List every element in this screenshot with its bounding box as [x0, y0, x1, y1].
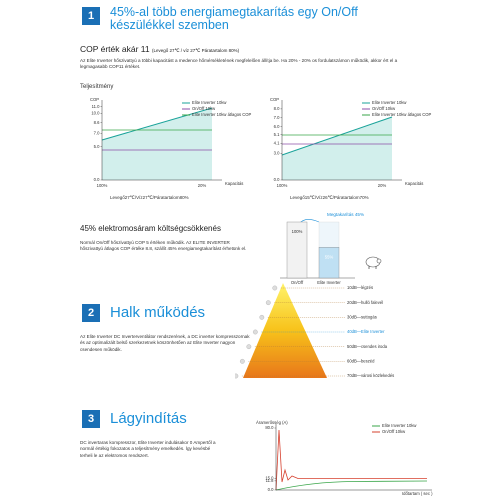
- y-tick-label: 3.0: [274, 150, 280, 155]
- elite-line: [281, 116, 393, 156]
- annotation: Megtakarítás 45%: [327, 212, 364, 217]
- level-label: 30dB—suttogás: [347, 314, 377, 319]
- section-title: 45%-al több energiamegtakarítás egy On/O…: [110, 5, 358, 32]
- cop-condition: (Levegő 27℃ / víz 27℃ Páratartalom 80%): [151, 48, 240, 53]
- performance-label: Teljesítmény: [80, 84, 114, 90]
- legend-label: On/Off 10kw: [382, 429, 406, 434]
- y-tick-label: 8.6: [94, 120, 100, 125]
- y-tick-label: 0.0: [94, 177, 100, 182]
- legend-label: On/Off 10kw: [372, 106, 396, 111]
- bar-faded: [318, 221, 340, 248]
- level-label: 20dB—hulló falevél: [347, 300, 383, 305]
- y-tick-label: 5.1: [274, 132, 280, 137]
- legend-label: Elite Inverter 10kw átlagos COP: [372, 112, 432, 117]
- y-tick-label: 7.0: [94, 130, 100, 135]
- caption: Levegő15℃/Víz26℃/Páratartalom70%: [290, 195, 369, 200]
- savings-chart: Megtakarítás 45% 100% On/Off 55% Elite Inve…: [280, 212, 382, 285]
- y-tick-label: 5.0: [94, 144, 100, 149]
- area: [282, 117, 392, 180]
- y-tick-label: 7.0: [274, 115, 280, 120]
- level-icon: [265, 300, 271, 306]
- y-tick-label: 11.8: [266, 478, 275, 483]
- y-tick-label: 0.0: [268, 487, 274, 492]
- savings-heading: 45% elektromosáram költségcsökkenés: [80, 224, 221, 233]
- x-start: 100%: [97, 183, 108, 188]
- paragraph: DC invertaras kompresszor, Elite Inverte…: [80, 440, 216, 458]
- bar-value-label: 100%: [292, 229, 303, 234]
- bar-value-label: 55%: [325, 254, 334, 259]
- paragraph: Az Elite Inverter DC Inverterventilátor …: [80, 334, 250, 352]
- legend-label: Elite Inverter 10kw: [382, 423, 417, 428]
- paragraph: Normál On/Off hőszivattyú COP 5 értéken …: [80, 240, 247, 252]
- level-icon: [252, 329, 258, 335]
- y-tick-label: 8.0: [274, 106, 280, 111]
- level-icon: [240, 358, 245, 364]
- section-number: 3: [82, 410, 100, 428]
- section-number: 1: [82, 7, 100, 25]
- bar-label: Elite Inverter: [317, 280, 341, 285]
- y-tick-label: 0.0: [274, 177, 280, 182]
- elite-line: [101, 107, 213, 141]
- onoff-curve: [275, 429, 427, 491]
- y-label: Áramerősség (A): [256, 420, 288, 425]
- pyramid: [243, 283, 327, 378]
- x-label: Kapacitás: [225, 181, 243, 186]
- y-label: COP: [90, 97, 99, 102]
- section-number: 2: [82, 304, 100, 322]
- level-label: 60dB—beszéd: [347, 358, 375, 363]
- paragraph: Az Elite Inverter hőszivattyú a többi ka…: [80, 58, 398, 70]
- cop-chart-right: COP 100% 20% Kapacitás 8.0 7.0 6.0 5.1 4.1 3.…: [270, 97, 432, 188]
- y-tick-label: 80.0: [265, 425, 274, 430]
- level-label: 70dB—városi közlekedés: [347, 373, 394, 378]
- level-icon: [235, 373, 239, 379]
- x-label: Kapacitás: [405, 181, 423, 186]
- cop-chart-left: COP 100% 20% Kapacitás 11.010.0 8.6 7.0 5.0…: [90, 97, 252, 188]
- level-icon: [272, 285, 278, 291]
- y-tick-label: 15.0: [265, 475, 274, 480]
- legend-label: Elite Inverter 10kw átlagos COP: [192, 112, 252, 117]
- x-start: 100%: [277, 183, 288, 188]
- section-title: Lágyindítás: [110, 410, 187, 427]
- elite-curve: [275, 480, 428, 491]
- legend-label: Elite Inverter 10kw: [372, 100, 407, 105]
- y-tick-label: 10.0: [91, 110, 100, 115]
- y-tick-label: 4.1: [274, 141, 280, 146]
- level-label: 50dB—csendes iroda: [347, 344, 388, 349]
- x-end: 20%: [198, 183, 207, 188]
- y-tick-label: 6.0: [274, 124, 280, 129]
- section-title: Halk működés: [110, 304, 206, 321]
- bar-label: On/Off: [291, 280, 304, 285]
- x-end: 20%: [378, 183, 387, 188]
- level-label: 40dB—Elite Inverter: [347, 329, 385, 334]
- legend-label: On/Off 10kw: [192, 106, 216, 111]
- caption: Levegő27℃/Víz27℃/Páratartalom80%: [110, 195, 189, 200]
- cop-heading: COP érték akár 11 (Levegő 27℃ / víz 27℃ …: [80, 44, 239, 54]
- level-icon: [246, 344, 252, 350]
- bar: [286, 221, 308, 279]
- noise-pyramid: 10dB—légzés 20dB—hulló falevél 30dB—suttog…: [235, 283, 394, 379]
- bar: [318, 247, 340, 279]
- current-chart: Áramerősség (A) Időtartam ( sec ) 80.0 15…: [256, 420, 433, 496]
- x-label: Időtartam ( sec ): [402, 491, 433, 496]
- y-label: COP: [270, 97, 279, 102]
- area: [102, 108, 212, 180]
- level-icon: [259, 314, 265, 320]
- cop-title: COP érték akár 11: [80, 44, 150, 54]
- legend-label: Elite Inverter 10kw: [192, 100, 227, 105]
- piggy-icon: [365, 256, 382, 269]
- level-label: 10dB—légzés: [347, 285, 373, 290]
- y-tick-label: 11.0: [92, 104, 101, 109]
